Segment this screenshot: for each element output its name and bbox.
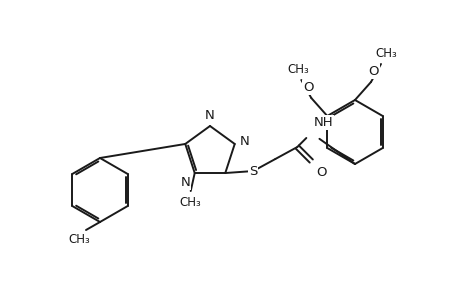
Text: S: S: [249, 164, 257, 178]
Text: N: N: [239, 136, 249, 148]
Text: CH₃: CH₃: [374, 47, 396, 60]
Text: O: O: [316, 166, 326, 179]
Text: O: O: [302, 81, 313, 94]
Text: N: N: [180, 176, 190, 189]
Text: NH: NH: [313, 116, 332, 129]
Text: CH₃: CH₃: [68, 233, 90, 246]
Text: O: O: [368, 65, 378, 78]
Text: N: N: [205, 109, 214, 122]
Text: CH₃: CH₃: [287, 63, 308, 76]
Text: CH₃: CH₃: [179, 196, 201, 209]
